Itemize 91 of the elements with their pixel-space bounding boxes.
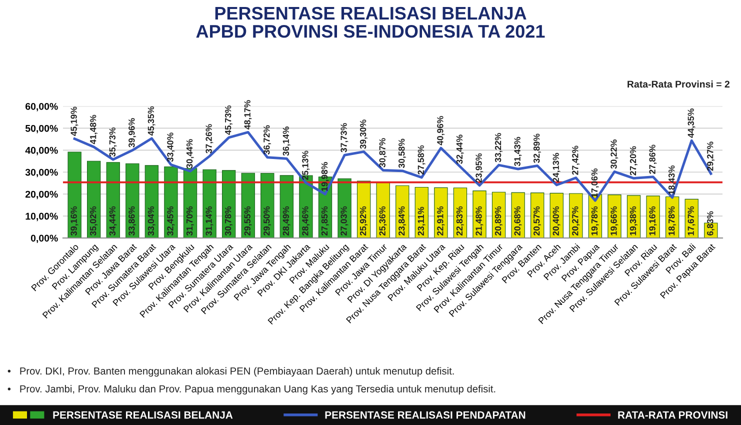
data-label: 25,36%: [379, 206, 387, 236]
text: • Prov. Jambi, Prov. Maluku dan Prov. Papua menggunakan Uang Kas yang Tersedia untuk menutup defisit.: [8, 385, 496, 394]
data-label: 41,48%: [90, 114, 98, 144]
bar: [202, 169, 216, 238]
data-label: 27,20%: [630, 146, 638, 176]
data-label: 33,22%: [494, 132, 502, 162]
y-tick-label: 0,00%: [30, 234, 58, 244]
data-label: 29,55%: [244, 206, 252, 236]
legend-label: PERSENTASE REALISASI BELANJA: [53, 411, 233, 419]
data-label: 45,19%: [70, 106, 78, 136]
data-label: 20,68%: [514, 206, 522, 236]
data-label: 48,17%: [244, 100, 252, 130]
y-tick-label: 30,00%: [25, 168, 58, 178]
y-tick-label: 50,00%: [25, 124, 58, 134]
bar: [241, 172, 255, 238]
data-label: 18,43%: [668, 165, 676, 194]
data-label: 30,87%: [379, 138, 387, 168]
legend-label: PERSENTASE REALISASI PENDAPATAN: [325, 411, 526, 419]
data-label: 27,85%: [321, 206, 329, 236]
data-label: 19,78%: [591, 206, 599, 236]
data-label: 20,40%: [552, 206, 560, 236]
data-label: 23,95%: [476, 153, 484, 182]
data-label: 30,58%: [398, 138, 406, 168]
bar: [164, 166, 178, 238]
data-label: 30,44%: [186, 139, 194, 168]
data-label: 20,27%: [572, 206, 580, 236]
data-label: 37,26%: [206, 124, 214, 154]
data-label: 34,44%: [109, 206, 117, 236]
data-label: 31,43%: [514, 136, 522, 166]
bar: [126, 163, 140, 238]
data-label: 28,49%: [282, 206, 290, 236]
data-label: 17,67%: [688, 206, 696, 236]
bar: [569, 193, 583, 238]
data-label: 39,30%: [360, 120, 368, 149]
data-label: 20,89%: [494, 206, 502, 236]
y-tick-label: 10,00%: [26, 212, 58, 222]
bar: [68, 152, 82, 238]
data-label: 30,78%: [224, 206, 232, 236]
data-label: 27,86%: [649, 144, 657, 174]
data-label: 21,48%: [476, 206, 484, 236]
data-label: 30,22%: [610, 140, 618, 169]
data-label: 27,03%: [340, 206, 348, 236]
text: Rata-Rata Provinsi = 2: [628, 80, 730, 88]
text: • Prov. DKI, Prov. Banten menggunakan alokasi PEN (Pembiayaan Daerah) untuk menutup defisit.: [8, 367, 454, 377]
data-label: 19,98%: [321, 162, 329, 191]
data-label: 22,83%: [456, 206, 464, 236]
data-label: 29,27%: [707, 142, 715, 171]
legend-label: RATA-RATA PROVINSI: [618, 411, 728, 419]
data-label: 36,72%: [264, 125, 272, 155]
data-label: 31,70%: [186, 206, 194, 236]
data-label: 44,35%: [688, 108, 696, 138]
data-label: 33,04%: [148, 206, 156, 236]
data-label: 29,50%: [264, 206, 272, 236]
data-label: 27,58%: [418, 145, 426, 174]
data-label: 23,84%: [398, 206, 406, 236]
data-label: 45,73%: [224, 106, 232, 135]
data-label: 19,38%: [630, 206, 638, 236]
data-label: 35,73%: [109, 127, 117, 157]
data-label: 19,16%: [649, 206, 657, 236]
data-label: 22,91%: [437, 206, 445, 236]
data-label: 20,57%: [534, 206, 541, 236]
y-tick-label: 20,00%: [25, 190, 58, 200]
data-label: 35,02%: [90, 206, 98, 236]
y-tick-label: 60,00%: [26, 102, 58, 112]
bar: [396, 185, 410, 238]
data-label: 40,96%: [437, 116, 445, 146]
data-label: 37,73%: [340, 123, 348, 152]
data-label: 32,44%: [456, 134, 464, 164]
data-label: 36,14%: [282, 126, 290, 156]
data-label: 6,83%: [707, 211, 715, 236]
data-label: 32,45%: [167, 206, 175, 236]
bar: [434, 187, 448, 238]
chart-title: PERSENTASE REALISASI BELANJA APBD PROVINSI SE-INDONESIA TA 2021: [196, 6, 545, 38]
data-label: 27,42%: [572, 146, 580, 175]
y-tick-label: 40,00%: [25, 146, 58, 156]
data-label: 18,78%: [668, 206, 676, 236]
data-label: 39,96%: [128, 118, 136, 148]
bar: [106, 162, 120, 238]
data-label: 31,14%: [206, 206, 214, 236]
data-label: 33,86%: [128, 206, 136, 236]
data-label: 19,66%: [610, 206, 618, 236]
data-label: 39,16%: [70, 206, 78, 236]
data-label: 32,89%: [534, 134, 541, 163]
data-label: 24,13%: [552, 152, 560, 182]
data-label: 23,11%: [418, 206, 426, 236]
data-label: 33,40%: [167, 132, 175, 162]
data-label: 17,06%: [591, 168, 599, 198]
data-label: 28,46%: [302, 206, 310, 236]
data-label: 25,13%: [302, 150, 310, 180]
data-label: 25,92%: [360, 206, 368, 236]
data-label: 45,35%: [148, 106, 156, 136]
